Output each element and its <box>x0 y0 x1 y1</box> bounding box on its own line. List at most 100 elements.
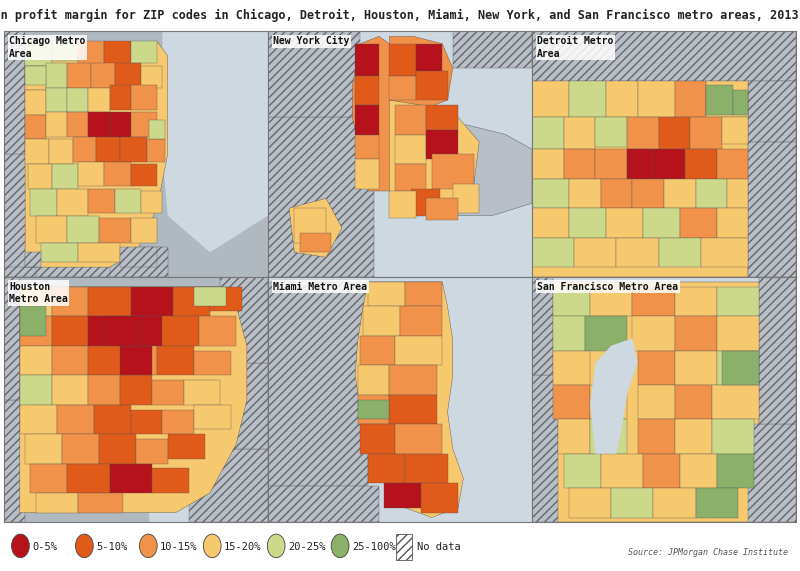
Bar <box>574 238 617 267</box>
Bar <box>20 316 51 345</box>
Bar <box>146 139 165 162</box>
Polygon shape <box>590 338 638 454</box>
Bar <box>585 316 627 351</box>
Bar <box>46 88 67 112</box>
Bar <box>532 81 569 118</box>
Bar <box>601 179 632 208</box>
Bar <box>355 75 379 105</box>
Bar <box>674 385 711 419</box>
Bar <box>30 188 57 216</box>
Bar <box>749 81 796 142</box>
Bar <box>20 307 46 336</box>
Polygon shape <box>20 287 247 513</box>
Bar <box>706 86 733 115</box>
Bar <box>553 287 590 316</box>
Bar <box>685 149 717 179</box>
Polygon shape <box>390 37 453 110</box>
Bar <box>632 287 674 316</box>
Bar <box>674 419 711 454</box>
Bar <box>390 395 437 424</box>
Bar <box>680 208 717 238</box>
Bar <box>360 336 394 365</box>
Bar <box>733 90 749 115</box>
Bar <box>674 351 717 385</box>
Bar <box>355 105 379 135</box>
Bar <box>611 488 654 517</box>
Bar <box>749 424 796 522</box>
Polygon shape <box>553 282 759 522</box>
Bar <box>104 162 130 186</box>
Bar <box>189 449 268 522</box>
Ellipse shape <box>75 534 94 558</box>
Bar <box>89 88 110 112</box>
Bar <box>130 287 173 316</box>
Bar <box>51 375 89 405</box>
Ellipse shape <box>139 534 157 558</box>
Bar <box>701 238 749 267</box>
Polygon shape <box>414 124 532 216</box>
Bar <box>130 164 157 186</box>
Bar <box>696 179 727 208</box>
Bar <box>396 534 412 560</box>
Bar <box>4 277 20 400</box>
Polygon shape <box>25 41 168 267</box>
Bar <box>368 282 406 307</box>
Bar <box>51 164 78 188</box>
Bar <box>51 287 89 316</box>
Bar <box>4 267 162 277</box>
Bar <box>363 307 400 336</box>
Bar <box>717 351 759 385</box>
Bar <box>28 164 51 188</box>
Bar <box>360 424 394 454</box>
Text: Houston
Metro Area: Houston Metro Area <box>10 282 68 304</box>
Bar <box>553 385 590 419</box>
Bar <box>41 243 78 262</box>
Bar <box>4 31 25 154</box>
Bar <box>569 208 606 238</box>
Polygon shape <box>611 31 704 81</box>
Bar <box>532 238 574 267</box>
Bar <box>46 63 67 88</box>
Bar <box>51 345 89 375</box>
Bar <box>355 135 379 159</box>
Bar <box>717 316 759 351</box>
Polygon shape <box>353 37 394 191</box>
Bar <box>152 468 189 493</box>
Bar <box>126 345 157 375</box>
Bar <box>36 493 78 513</box>
Bar <box>130 112 157 137</box>
Bar <box>416 71 447 100</box>
Bar <box>89 375 120 405</box>
Bar <box>51 316 89 345</box>
Bar <box>590 419 627 454</box>
Bar <box>711 385 759 419</box>
Bar <box>390 365 437 395</box>
Polygon shape <box>390 100 479 216</box>
Bar <box>394 105 426 135</box>
Bar <box>20 345 51 375</box>
Bar <box>426 105 458 130</box>
Bar <box>110 464 152 493</box>
Text: 20-25%: 20-25% <box>288 542 326 552</box>
Text: Source: JPMorgan Chase Institute: Source: JPMorgan Chase Institute <box>628 548 788 557</box>
Bar <box>632 179 664 208</box>
Bar <box>152 380 183 405</box>
Bar <box>400 307 442 336</box>
Bar <box>30 464 67 493</box>
Bar <box>126 316 162 345</box>
Text: Median profit margin for ZIP codes in Chicago, Detroit, Houston, Miami, New York: Median profit margin for ZIP codes in Ch… <box>0 9 800 22</box>
Bar <box>268 282 368 485</box>
Bar <box>674 316 717 351</box>
Bar <box>564 149 595 179</box>
Bar <box>67 112 89 137</box>
Bar <box>130 86 157 110</box>
Bar <box>664 179 696 208</box>
Bar <box>390 191 416 218</box>
Bar <box>120 137 146 162</box>
Bar <box>91 63 115 88</box>
Bar <box>569 179 601 208</box>
Bar <box>638 385 674 419</box>
Bar <box>36 215 67 243</box>
Bar <box>104 41 130 66</box>
Bar <box>654 149 685 179</box>
